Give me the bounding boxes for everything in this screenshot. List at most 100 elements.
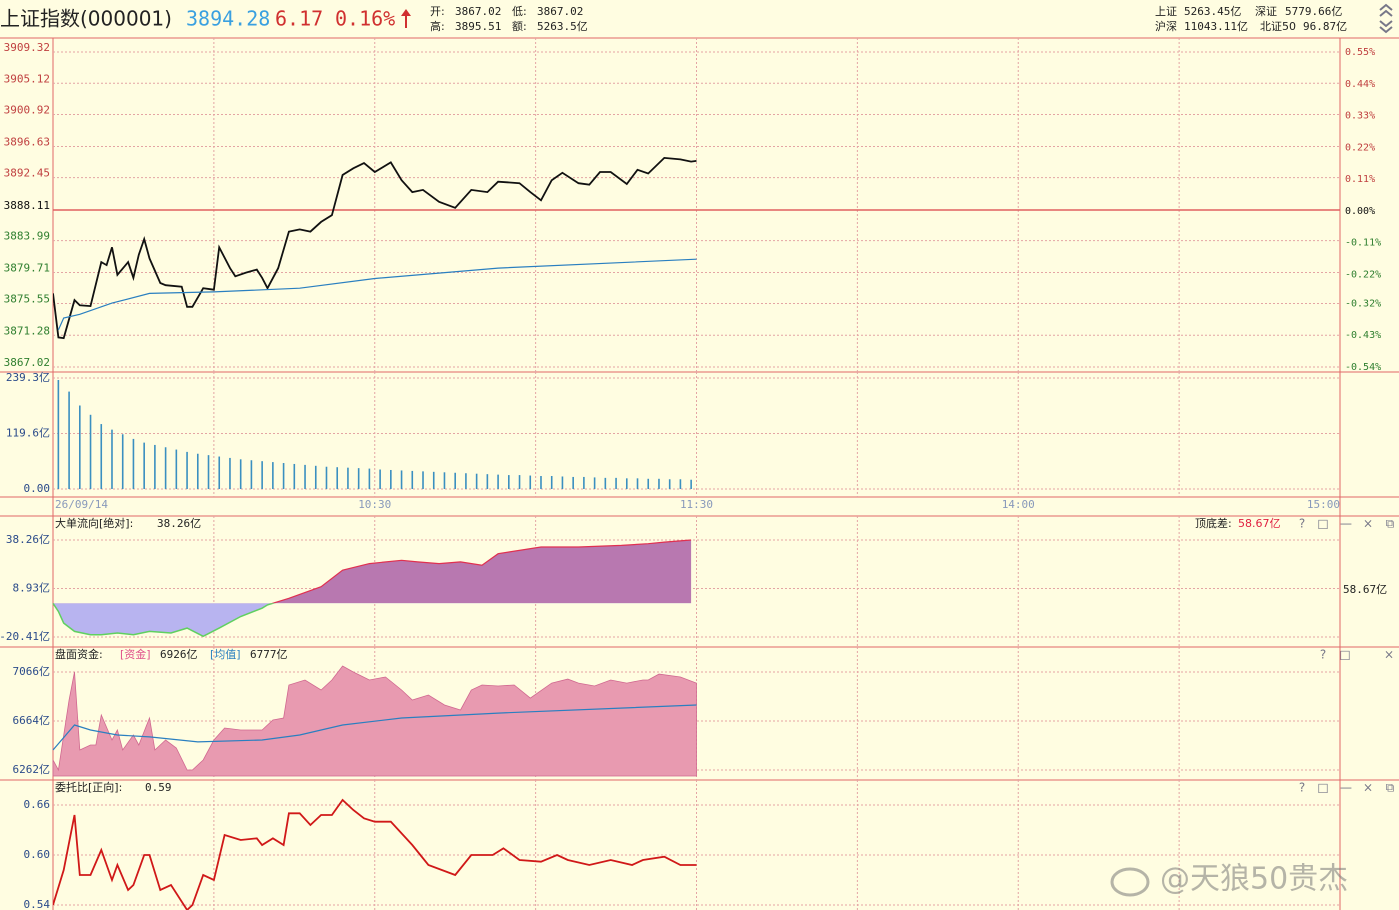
volume-bar <box>400 470 403 489</box>
spread-label: 顶底差: <box>1195 516 1232 530</box>
control-button[interactable]: □ <box>1339 648 1350 662</box>
control-button[interactable]: × <box>1384 648 1394 662</box>
y2-tick-label: 0.55% <box>1345 47 1375 58</box>
y-tick-label: 0.66 <box>24 798 51 811</box>
open-label: 开: <box>430 5 445 18</box>
legend-value: 6777亿 <box>250 648 288 661</box>
y2-tick-label: -0.22% <box>1345 270 1381 281</box>
volume-bar <box>508 475 510 489</box>
y2-tick-label: -0.54% <box>1345 362 1381 373</box>
panel-title: 委托比[正向]: <box>55 780 122 794</box>
y-tick-label: 38.26亿 <box>6 533 50 546</box>
volume-bar <box>625 478 628 489</box>
legend-value: 6926亿 <box>160 648 198 661</box>
spread-value: 58.67亿 <box>1238 517 1281 530</box>
x-tick-label: 14:00 <box>1002 498 1035 511</box>
control-button[interactable]: ? <box>1320 648 1326 662</box>
x-tick-label: 26/09/14 <box>55 498 108 511</box>
volume-bar <box>379 469 381 489</box>
volume-bar <box>218 456 221 489</box>
volume-bar <box>68 391 70 489</box>
index-change: 6.17 <box>275 7 323 31</box>
volume-bar <box>121 434 124 489</box>
y2-tick-label: 0.33% <box>1345 111 1375 122</box>
volume-bar <box>529 475 532 489</box>
control-button[interactable]: × <box>1363 517 1373 531</box>
watermark: @天狼50贵杰 <box>1160 862 1348 897</box>
volume-bar <box>454 472 456 489</box>
up-arrow <box>401 9 411 28</box>
volume-bar <box>615 477 617 489</box>
y-tick-label: 6664亿 <box>13 714 51 727</box>
volume-bar <box>593 477 596 489</box>
y2-tick-label: 0.44% <box>1345 79 1375 90</box>
y-tick-label: 8.93亿 <box>13 581 51 594</box>
flow-area-positive <box>272 540 692 604</box>
volume-bar <box>690 479 692 489</box>
y2-tick-label: 0.22% <box>1345 142 1375 153</box>
volume-bar <box>636 478 639 489</box>
volume-bar <box>186 451 188 489</box>
volume-bar <box>261 461 263 489</box>
volume-bar <box>679 479 682 489</box>
volume-bar <box>347 467 349 489</box>
volume-bar <box>293 463 296 489</box>
control-button[interactable]: × <box>1363 781 1373 795</box>
volume-bar <box>540 476 542 489</box>
control-button[interactable]: ⧉ <box>1386 517 1395 531</box>
volume-bar <box>239 459 242 489</box>
legend-name: [资金] <box>120 647 151 661</box>
volume-bar <box>604 477 607 489</box>
control-button[interactable]: □ <box>1317 517 1328 531</box>
volume-bar <box>486 474 489 489</box>
volume-bar <box>658 478 660 489</box>
index-name: 上证 <box>1155 5 1177 18</box>
volume-bar <box>357 468 360 489</box>
y-tick-label: 3892.45 <box>4 167 50 180</box>
volume-bar <box>143 442 145 489</box>
control-button[interactable]: ? <box>1299 517 1305 531</box>
volume-bar <box>79 405 81 489</box>
price-line <box>53 156 697 340</box>
y-tick-label: 3888.11 <box>4 199 50 212</box>
volume-bar <box>518 475 521 489</box>
high-label: 高: <box>430 19 445 33</box>
low-label: 低: <box>512 5 527 18</box>
volume-bar <box>57 379 60 489</box>
volume-bar <box>89 414 92 489</box>
y-tick-label: 3896.63 <box>4 136 50 149</box>
y-tick-label: 3879.71 <box>4 262 50 275</box>
control-button[interactable]: ? <box>1299 781 1305 795</box>
index-name: 深证 <box>1255 5 1277 18</box>
y-tick-label: 3883.99 <box>4 230 50 243</box>
volume-bar <box>229 457 231 489</box>
panel-title: 大单流向[绝对]: <box>55 516 133 530</box>
y2-tick-label: -0.11% <box>1345 238 1381 249</box>
index-amount: 96.87亿 <box>1303 20 1347 33</box>
volume-bar <box>422 471 424 489</box>
spread-axis-label: 58.67亿 <box>1343 583 1387 596</box>
volume-bar <box>368 468 371 489</box>
volume-bar <box>465 473 467 489</box>
volume-bar <box>647 478 650 489</box>
scroll-button[interactable] <box>1379 3 1393 34</box>
panel-title: 盘面资金: <box>55 647 103 661</box>
volume-bar <box>132 438 135 489</box>
flow-area-negative <box>53 603 692 637</box>
volume-bar <box>572 476 574 489</box>
index-price: 3894.28 <box>186 7 270 31</box>
control-button[interactable]: — <box>1340 781 1352 795</box>
legend-name: [均值] <box>210 648 241 661</box>
volume-bar <box>411 470 414 489</box>
volume-bar <box>390 469 392 489</box>
volume-bar <box>111 429 113 489</box>
volume-bar <box>250 460 253 489</box>
control-button[interactable]: □ <box>1317 781 1328 795</box>
y-tick-label: 0.54 <box>24 898 51 910</box>
control-button[interactable]: — <box>1340 517 1352 531</box>
panel-current: 38.26亿 <box>157 517 201 530</box>
watermark-logo <box>1110 867 1150 897</box>
control-button[interactable]: ⧉ <box>1386 781 1395 795</box>
volume-bar <box>196 453 199 489</box>
index-amount: 11043.11亿 <box>1184 20 1248 33</box>
